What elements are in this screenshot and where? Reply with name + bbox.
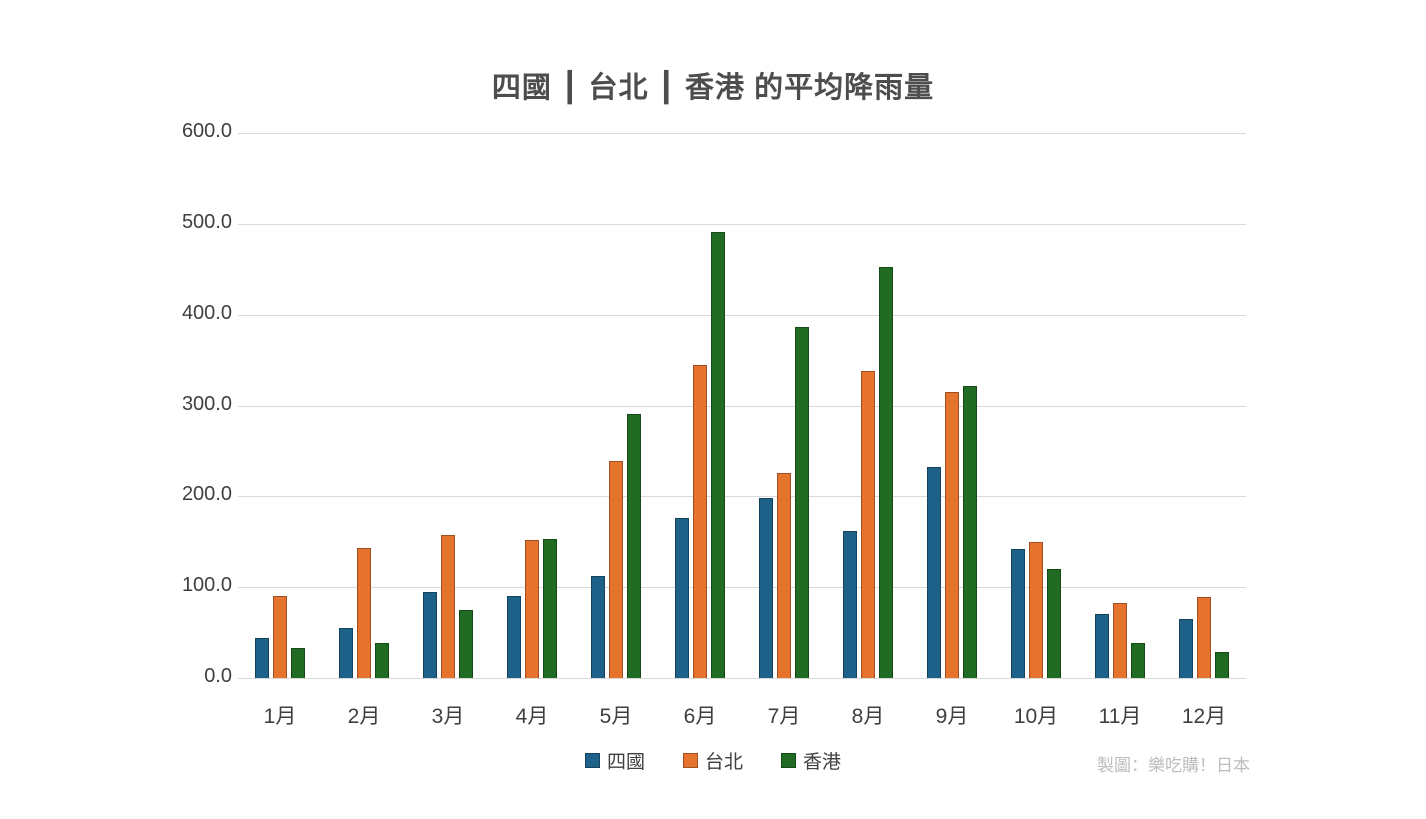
y-tick-label-500: 500.0 (181, 210, 232, 233)
y-tick-label-100: 100.0 (181, 574, 232, 597)
x-tick-label-11月: 11月 (1098, 705, 1142, 728)
x-tick-label-6月: 6月 (683, 705, 717, 728)
gridline-0 (238, 678, 1246, 679)
x-tick-label-7月: 7月 (767, 705, 801, 728)
bar-香港-7月 (795, 327, 809, 678)
legend-swatch-icon (584, 753, 600, 768)
bar-四國-7月 (759, 498, 773, 678)
bar-四國-4月 (507, 596, 521, 678)
bar-台北-10月 (1029, 541, 1043, 678)
bar-香港-1月 (291, 648, 305, 678)
bar-四國-6月 (675, 518, 689, 678)
bar-四國-3月 (423, 591, 437, 678)
legend-label: 台北 (704, 752, 743, 773)
bar-group-12月 (1179, 133, 1229, 678)
x-tick-label-1月: 1月 (263, 705, 297, 728)
legend-item-香港: 香港 (781, 747, 841, 774)
x-tick-label-10月: 10月 (1013, 705, 1059, 728)
x-tick-label-12月: 12月 (1181, 705, 1227, 728)
legend-item-四國: 四國 (584, 747, 645, 774)
y-tick-label-0: 0.0 (204, 665, 232, 687)
y-tick-label-600: 600.0 (181, 120, 232, 142)
bar-group-7月 (759, 133, 809, 678)
bar-台北-12月 (1197, 597, 1211, 678)
legend-swatch-icon (781, 753, 796, 768)
legend-label: 香港 (803, 752, 842, 773)
bar-group-9月 (927, 133, 977, 678)
x-tick-label-4月: 4月 (515, 705, 549, 728)
gridline-600 (238, 133, 1246, 134)
x-tick-label-9月: 9月 (935, 705, 969, 728)
chart-title: 四國 ┃ 台北 ┃ 香港 的平均降雨量 (491, 72, 935, 104)
bar-台北-4月 (525, 539, 539, 678)
bar-group-5月 (591, 133, 641, 678)
bar-四國-9月 (927, 467, 941, 678)
x-tick-label-5月: 5月 (599, 705, 633, 728)
bar-香港-4月 (543, 539, 557, 678)
gridline-400 (238, 314, 1246, 316)
bar-香港-10月 (1047, 569, 1061, 678)
bar-香港-3月 (459, 609, 473, 678)
bar-台北-8月 (861, 370, 875, 678)
bar-group-8月 (843, 133, 893, 678)
y-tick-label-200: 200.0 (181, 483, 232, 506)
gridline-300 (238, 405, 1246, 407)
legend-item-台北: 台北 (682, 747, 743, 774)
bar-台北-11月 (1113, 602, 1127, 678)
bar-四國-1月 (255, 638, 269, 678)
bar-group-4月 (507, 133, 557, 678)
gridline-100 (238, 587, 1246, 589)
legend-swatch-icon (682, 753, 698, 768)
x-tick-label-8月: 8月 (851, 705, 885, 728)
bar-台北-2月 (357, 548, 371, 678)
bar-group-2月 (339, 133, 389, 678)
gridline-200 (238, 496, 1246, 498)
bar-台北-6月 (693, 364, 707, 678)
bar-group-6月 (675, 133, 725, 678)
legend-label: 四國 (606, 752, 645, 773)
bar-四國-5月 (591, 576, 605, 678)
bar-香港-6月 (711, 232, 725, 678)
bar-group-10月 (1011, 133, 1061, 678)
y-tick-label-300: 300.0 (181, 392, 232, 415)
bar-香港-11月 (1131, 642, 1145, 678)
bar-四國-2月 (339, 628, 353, 678)
credit-text: 製圖：樂吃購！日本 (1097, 756, 1250, 775)
bar-group-11月 (1095, 133, 1145, 678)
x-tick-label-3月: 3月 (431, 705, 465, 728)
bar-四國-8月 (843, 530, 857, 678)
bar-香港-12月 (1215, 651, 1229, 678)
legend: 四國 台北 香港 (0, 747, 1426, 774)
bar-香港-8月 (879, 266, 893, 678)
bar-台北-3月 (441, 535, 455, 678)
bar-group-3月 (423, 133, 473, 678)
bar-四國-11月 (1095, 614, 1109, 678)
y-tick-label-400: 400.0 (181, 301, 232, 324)
x-tick-label-2月: 2月 (347, 705, 381, 728)
bar-台北-1月 (273, 596, 287, 678)
bar-台北-5月 (609, 460, 623, 678)
bar-香港-9月 (963, 386, 977, 678)
bar-台北-9月 (945, 391, 959, 678)
gridline-500 (238, 223, 1246, 225)
bar-香港-5月 (627, 413, 641, 678)
bar-group-1月 (255, 133, 305, 678)
bar-四國-10月 (1011, 549, 1025, 678)
bar-台北-7月 (777, 472, 791, 678)
bar-四國-12月 (1179, 618, 1193, 678)
bar-香港-2月 (375, 643, 389, 678)
